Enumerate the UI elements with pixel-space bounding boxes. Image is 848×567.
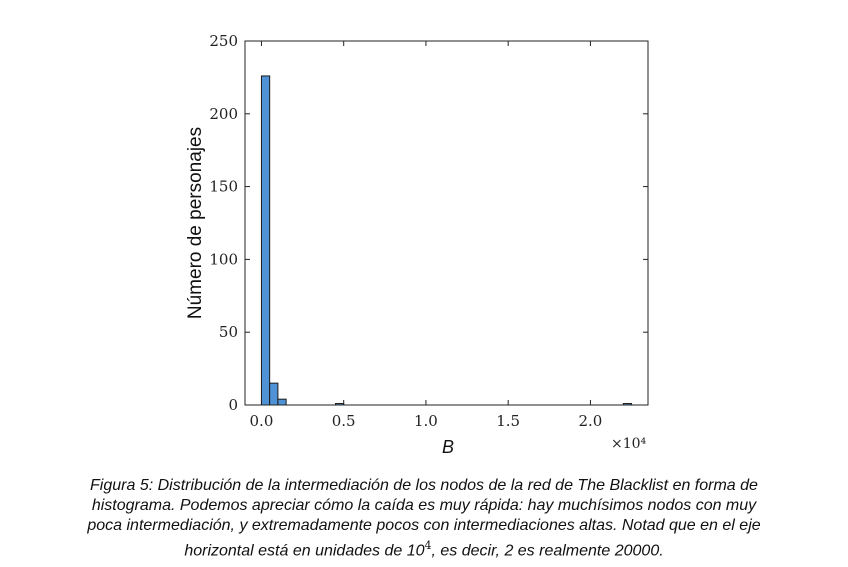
y-tick-label: 200 <box>209 105 238 123</box>
y-tick-label: 150 <box>209 178 238 196</box>
caption-exponent: 4 <box>424 539 432 552</box>
x-tick-label: 1.5 <box>496 412 520 430</box>
figure-caption: Figura 5: Distribución de la intermediac… <box>40 476 808 561</box>
x-multiplier-label: ×10⁴ <box>611 436 647 452</box>
y-axis-label: Número de personajes <box>185 127 206 319</box>
histogram-bars <box>260 75 633 406</box>
y-tick-label: 250 <box>209 32 238 50</box>
caption-line: horizontal está en unidades de 104, es d… <box>40 536 808 561</box>
y-tick-label: 0 <box>228 396 238 414</box>
y-tick-label: 50 <box>219 323 238 341</box>
caption-text: horizontal está en unidades de 10 <box>184 542 425 560</box>
x-tick-label: 0.0 <box>250 412 274 430</box>
axis-ticks: 0.0 0.5 1.0 1.5 2.0 0 50 100 150 200 250 <box>209 32 648 430</box>
y-tick-label: 100 <box>209 250 238 268</box>
caption-text: , es decir, 2 es realmente 20000. <box>431 542 664 560</box>
plot-frame <box>244 40 649 406</box>
x-tick-label: 0.5 <box>332 412 356 430</box>
caption-line: poca intermediación, y extremadamente po… <box>87 517 761 534</box>
histogram-bar <box>269 382 279 406</box>
histogram-bar <box>277 398 287 406</box>
x-tick-label: 2.0 <box>578 412 602 430</box>
histogram-bar <box>260 75 271 406</box>
x-tick-label: 1.0 <box>414 412 438 430</box>
histogram-chart: 0.0 0.5 1.0 1.5 2.0 0 50 100 150 200 250 ×10⁴ B Nú… <box>185 32 649 457</box>
caption-line: Figura 5: Distribución de la intermediac… <box>90 477 758 494</box>
x-axis-label: B <box>442 437 454 457</box>
caption-line: histograma. Podemos apreciar cómo la caí… <box>91 497 757 514</box>
